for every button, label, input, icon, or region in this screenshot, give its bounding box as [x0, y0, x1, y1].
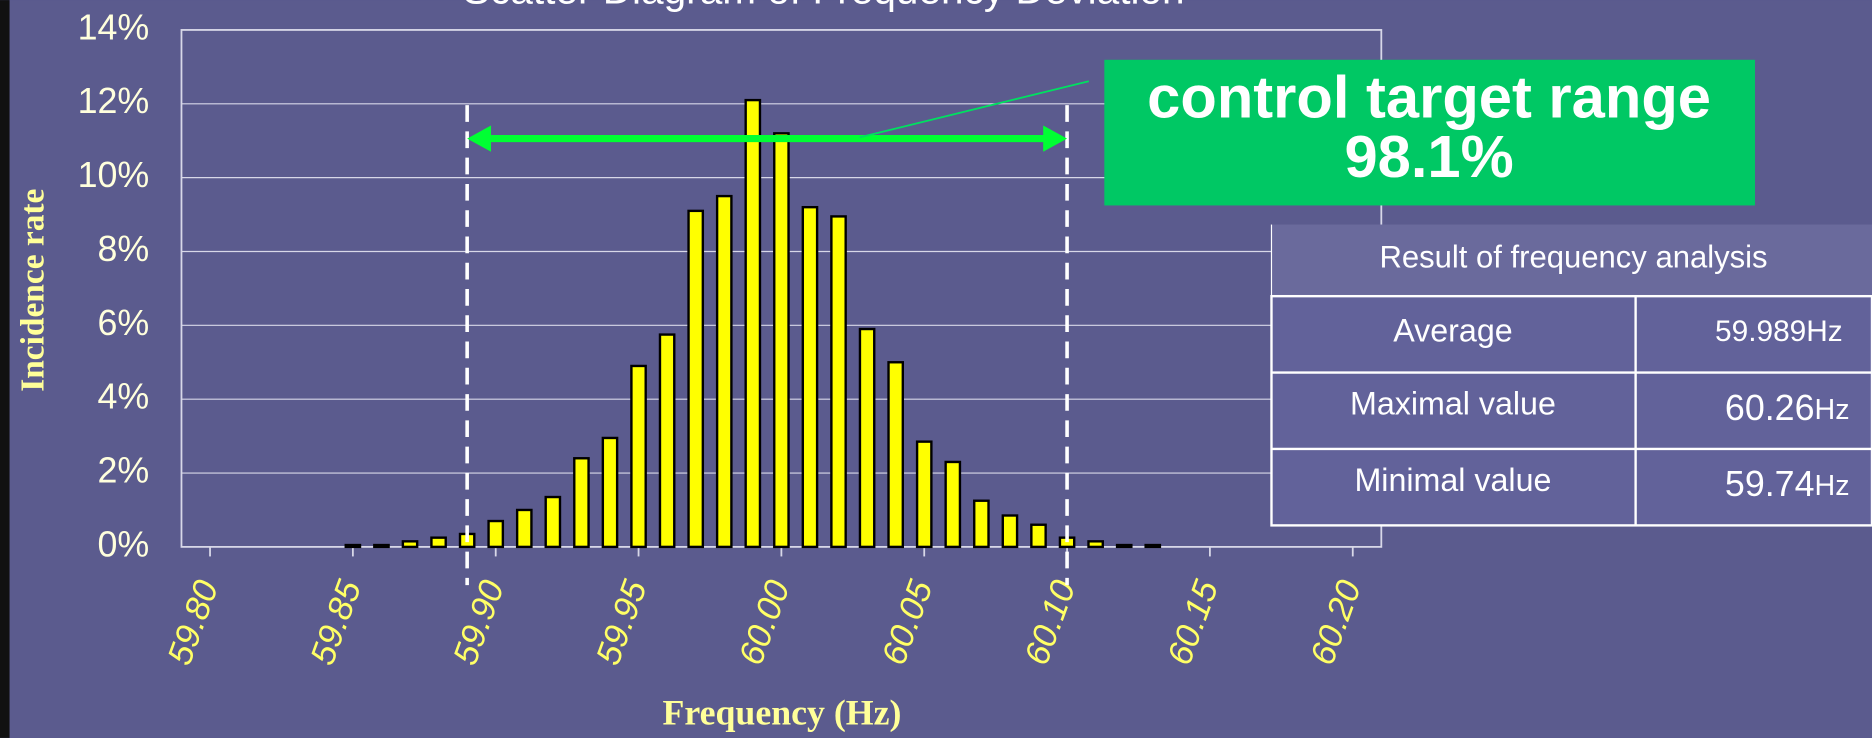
bar [544, 495, 562, 549]
unit: Hz [1815, 393, 1850, 425]
chart-title: Scatter Diagram of Frequency Deviation [463, 0, 1185, 13]
bar [973, 499, 990, 549]
value: 60.26 [1725, 388, 1815, 428]
y-tick-label: 4% [97, 377, 149, 417]
stats-table: Result of frequency analysis Average 59.… [1270, 224, 1872, 527]
y-tick-label: 0% [97, 524, 149, 564]
annotation-title: control target range [1147, 63, 1711, 130]
bar [487, 519, 505, 549]
callout-line [859, 80, 1090, 139]
left-edge [0, 0, 10, 738]
table-header [1271, 224, 1872, 297]
bar [430, 536, 447, 549]
bar [830, 215, 847, 549]
bar [515, 508, 533, 549]
bar [573, 457, 590, 549]
annotation-box [1104, 59, 1755, 206]
bar [630, 364, 647, 549]
annotation-value: 98.1% [1344, 123, 1513, 190]
row-value: 59.74Hz [1725, 465, 1850, 505]
table-title: Result of frequency analysis [1379, 239, 1767, 274]
bar [658, 333, 676, 549]
row-label: Maximal value [1350, 386, 1556, 422]
bar [1030, 523, 1047, 549]
y-tick-label: 10% [78, 155, 150, 195]
bar [1087, 540, 1104, 549]
bar [1144, 543, 1162, 549]
row-label: Average [1393, 313, 1512, 349]
bar [744, 98, 762, 549]
row-label: Minimal value [1354, 462, 1551, 498]
row-value: 60.26Hz [1725, 388, 1850, 428]
y-tick-label: 14% [78, 7, 150, 47]
y-tick-label: 12% [78, 81, 150, 121]
bar [715, 194, 733, 549]
bar [801, 205, 819, 549]
bar [858, 327, 876, 549]
bar [944, 460, 962, 549]
bar [687, 209, 705, 549]
bar [373, 543, 390, 549]
arrow-head [1043, 125, 1068, 152]
bar [401, 540, 419, 549]
unit: Hz [1815, 470, 1850, 502]
bar [915, 440, 933, 549]
bar [1001, 514, 1019, 549]
bar [1115, 543, 1133, 549]
bar [601, 436, 619, 549]
y-axis-title: Incidence rate [14, 189, 51, 392]
bar [773, 132, 790, 549]
bar [344, 543, 362, 549]
table-body [1270, 294, 1872, 527]
row-value: 59.989Hz [1715, 315, 1843, 348]
bar [887, 361, 904, 549]
x-axis-title: Frequency (Hz) [663, 693, 902, 733]
arrow-head [467, 125, 492, 152]
y-tick-label: 6% [97, 303, 149, 343]
y-tick-label: 8% [97, 229, 149, 269]
y-tick-label: 2% [97, 450, 149, 490]
value: 59.74 [1725, 465, 1815, 505]
